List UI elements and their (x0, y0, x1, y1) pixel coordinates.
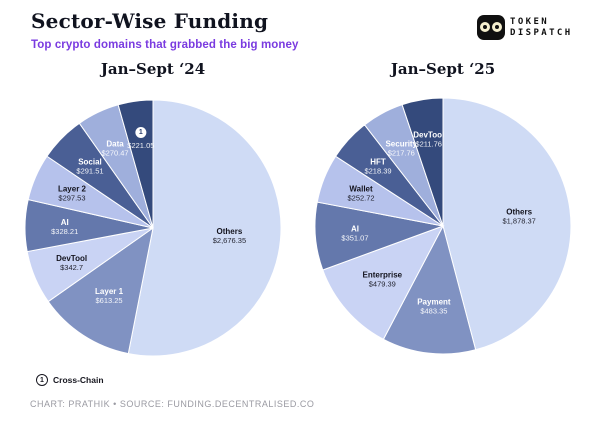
owl-right-eye-icon (492, 22, 502, 32)
slice-value-cross-chain: $221.05 (127, 141, 154, 150)
owl-goggles-icon (477, 15, 505, 40)
slice-value-hft: $218.39 (364, 167, 391, 176)
slice-badge-cross-chain (135, 127, 147, 139)
pie-slice-others (127, 99, 282, 357)
pie-slice-enterprise (322, 225, 445, 340)
slice-badge-number: 1 (139, 129, 143, 136)
pie-chart-2025: Others$1,878.37Payment$483.35Enterprise$… (314, 97, 572, 355)
slice-value-payment: $483.35 (420, 307, 447, 316)
slice-label-hft: HFT (370, 158, 386, 167)
credit-line: CHART: PRATHIK • SOURCE: FUNDING.DECENTR… (30, 399, 315, 409)
chart-title-2024: Jan–Sept ‘24 (100, 60, 206, 78)
brand-wordmark: TOKEN DISPATCH (510, 17, 573, 39)
slice-value-devtool: $342.7 (60, 263, 83, 272)
pie-slice-payment (382, 224, 477, 355)
slice-label-data: Data (106, 140, 124, 149)
slice-value-devtool: $211.76 (415, 139, 442, 148)
footnote-label: Cross-Chain (53, 375, 104, 385)
slice-label-wallet: Wallet (349, 185, 373, 194)
slice-label-ai: AI (351, 225, 359, 234)
slice-value-wallet: $252.72 (347, 194, 374, 203)
page-title: Sector-Wise Funding (31, 9, 269, 33)
page-subtitle: Top crypto domains that grabbed the big … (31, 39, 299, 51)
slice-label-layer-2: Layer 2 (58, 184, 87, 193)
slice-label-ai: AI (61, 218, 69, 227)
brand-line-2: DISPATCH (510, 27, 573, 38)
brand-logo: TOKEN DISPATCH (477, 15, 573, 40)
slice-label-others: Others (217, 227, 243, 236)
slice-value-data: $270.47 (101, 149, 128, 158)
pie-chart-2024: Others$2,676.35 Layer 1$613.25 DevTool$342… (24, 99, 282, 357)
slice-label-others: Others (506, 208, 532, 217)
owl-left-eye-icon (480, 22, 490, 32)
slice-label-social: Social (78, 158, 102, 167)
slice-value-social: $291.51 (76, 167, 103, 176)
slice-label-payment: Payment (417, 298, 451, 307)
slice-value-others: $1,878.37 (502, 217, 535, 226)
slice-label-security: Security (385, 140, 417, 149)
chart-title-2025: Jan–Sept ‘25 (390, 60, 496, 78)
slice-label-layer-1: Layer 1 (95, 287, 124, 296)
slice-value-ai: $351.07 (341, 234, 368, 243)
slice-label-devtool: DevTool (413, 130, 444, 139)
pie-slice-others (442, 97, 572, 351)
pie-slice-devtool (401, 97, 444, 227)
pie-slice-layer-1 (47, 226, 154, 355)
slice-value-others: $2,676.35 (213, 236, 246, 245)
slice-value-layer-2: $297.53 (58, 193, 85, 202)
slice-label-enterprise: Enterprise (363, 271, 403, 280)
footnote-marker-badge: 1 (36, 374, 48, 386)
slice-label-devtool: DevTool (56, 254, 87, 263)
slice-value-enterprise: $479.39 (369, 280, 396, 289)
slice-value-ai: $328.21 (51, 227, 78, 236)
footnote: 1 Cross-Chain (36, 374, 104, 386)
brand-line-1: TOKEN (510, 16, 550, 27)
slice-value-layer-1: $613.25 (95, 296, 122, 305)
slice-value-security: $217.76 (388, 149, 415, 158)
